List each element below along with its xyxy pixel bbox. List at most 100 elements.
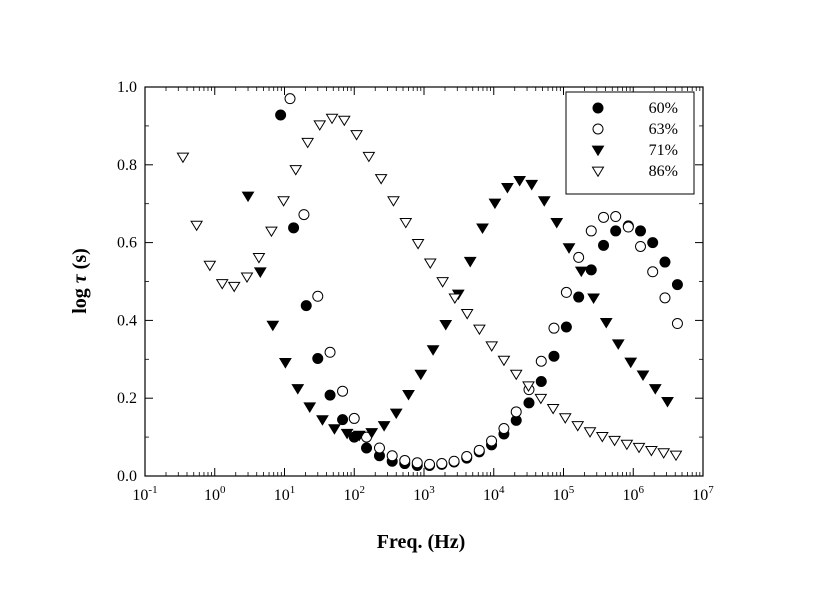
data-point [324, 346, 336, 358]
data-point [436, 458, 448, 470]
data-point [648, 384, 662, 395]
data-point [513, 176, 527, 187]
data-point [266, 320, 280, 332]
data-point [284, 93, 296, 105]
data-point [252, 253, 266, 264]
data-point [522, 381, 535, 392]
y-axis-title-suffix: (s) [69, 248, 91, 274]
y-tick-label: 0.2 [117, 390, 137, 407]
data-point [632, 442, 646, 454]
data-point [634, 225, 646, 237]
data-point [215, 279, 229, 290]
data-point [227, 281, 241, 293]
data-point [509, 369, 523, 381]
data-point [497, 355, 511, 367]
data-point [328, 424, 341, 435]
x-tick-label: 102 [344, 484, 366, 504]
data-point [460, 309, 474, 320]
y-axis-title: log τ (s) [69, 248, 91, 314]
data-point [312, 290, 324, 302]
data-point [389, 408, 403, 420]
data-point [348, 412, 360, 424]
data-point [288, 222, 300, 234]
data-point [203, 260, 217, 272]
data-point [634, 240, 646, 252]
data-point [560, 286, 572, 298]
data-point [337, 115, 351, 127]
data-point [402, 389, 415, 401]
data-point [277, 196, 290, 207]
data-point [669, 450, 683, 462]
data-point [573, 291, 585, 303]
data-point [374, 174, 388, 185]
data-point [636, 370, 650, 382]
data-point [535, 355, 547, 367]
data-point [291, 384, 305, 395]
data-point [595, 431, 609, 443]
data-point [661, 396, 674, 408]
data-point [585, 264, 597, 276]
data-point [599, 317, 613, 329]
data-point [659, 256, 671, 268]
data-point [337, 414, 349, 426]
data-point [313, 120, 327, 131]
data-point [301, 137, 315, 149]
data-point [611, 339, 625, 350]
x-tick-label: 106 [623, 484, 645, 504]
data-point [411, 239, 425, 250]
data-point [423, 258, 437, 270]
axes-layer: 10-1 100 101 102 103 104 105 106 107 0.0 0.2 0.4 0.6… [117, 79, 714, 504]
y-axis-title-prefix: log [69, 283, 91, 314]
data-point [411, 457, 423, 469]
data-point [574, 266, 588, 278]
x-axis-title: Freq. (Hz) [377, 531, 466, 553]
data-point [312, 353, 324, 365]
x-tick-label: 10-1 [132, 484, 157, 504]
data-point [300, 300, 312, 312]
data-point [560, 321, 572, 333]
data-point [573, 251, 585, 263]
data-point [426, 345, 440, 356]
data-point [303, 402, 317, 413]
data-point [324, 389, 336, 401]
data-point [671, 318, 683, 330]
legend-box [565, 91, 695, 195]
data-point [525, 179, 539, 191]
y-axis-title-symbol: τ [69, 273, 91, 283]
data-point [476, 223, 489, 235]
legend-label: 60% [649, 100, 678, 117]
data-point [414, 369, 428, 381]
legend-marker [591, 145, 605, 157]
data-point [265, 226, 278, 238]
data-point [253, 267, 267, 278]
data-point [373, 442, 385, 454]
data-point [523, 397, 535, 409]
data-point [325, 113, 339, 125]
x-tick-label: 101 [274, 484, 296, 504]
data-point [340, 428, 354, 440]
x-tick-label: 105 [553, 484, 575, 504]
series-1 [284, 93, 683, 470]
series-3 [176, 113, 683, 462]
data-point [645, 445, 658, 457]
legend-marker [592, 123, 604, 135]
data-point [279, 358, 292, 369]
data-point [610, 225, 622, 237]
data-point [510, 406, 522, 418]
data-point [473, 324, 486, 336]
data-point [535, 375, 547, 387]
legend-label: 63% [649, 121, 678, 138]
data-point [473, 444, 485, 456]
data-point [598, 239, 610, 251]
data-point [337, 385, 349, 397]
data-point [361, 442, 373, 454]
data-point [498, 423, 510, 435]
marks-layer [176, 93, 683, 471]
data-point [461, 451, 473, 463]
y-tick-label: 1.0 [117, 79, 137, 96]
data-point [546, 403, 560, 415]
data-point [550, 218, 564, 229]
data-point [399, 218, 413, 229]
